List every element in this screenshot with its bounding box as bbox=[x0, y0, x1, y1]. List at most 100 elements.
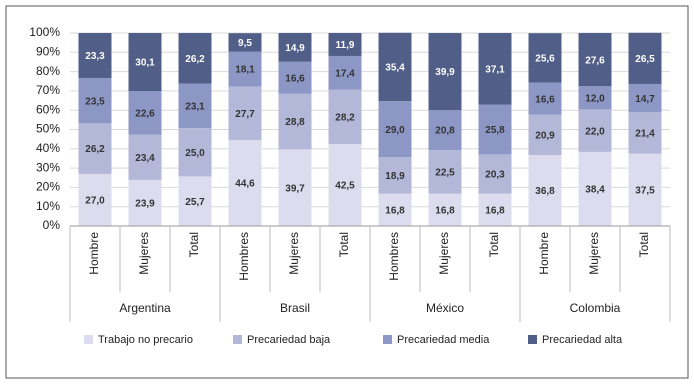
bar-segment bbox=[278, 149, 312, 226]
data-label: 18,9 bbox=[385, 171, 405, 182]
y-tick-label: 0% bbox=[43, 218, 61, 232]
data-label: 28,8 bbox=[285, 117, 305, 128]
group-label: Colombia bbox=[570, 301, 621, 315]
bar-segment bbox=[128, 179, 162, 226]
data-label: 16,8 bbox=[485, 205, 505, 216]
legend-label: Precariedad media bbox=[397, 334, 490, 346]
bar-segment bbox=[528, 33, 562, 83]
data-label: 39,9 bbox=[435, 67, 455, 78]
data-label: 12,0 bbox=[585, 93, 605, 104]
y-tick-label: 60% bbox=[36, 102, 60, 116]
data-label: 44,6 bbox=[235, 179, 255, 190]
data-label: 23,4 bbox=[135, 153, 155, 164]
data-label: 14,7 bbox=[635, 94, 655, 105]
data-label: 28,2 bbox=[335, 112, 355, 123]
data-label: 16,6 bbox=[285, 73, 305, 84]
bar-segment bbox=[228, 139, 262, 226]
y-tick-label: 20% bbox=[36, 180, 60, 194]
y-tick-label: 10% bbox=[36, 199, 60, 213]
bar-segment bbox=[528, 82, 562, 115]
bar-segment bbox=[78, 33, 112, 78]
x-tick-label: Total bbox=[337, 232, 351, 257]
bar-segment bbox=[278, 61, 312, 94]
bar-segment bbox=[478, 104, 512, 155]
data-label: 36,8 bbox=[535, 186, 555, 197]
bar-segment bbox=[78, 173, 112, 226]
bar-segment bbox=[278, 33, 312, 62]
x-tick-label: Mujeres bbox=[587, 232, 601, 275]
x-tick-label: Hombres bbox=[387, 232, 401, 281]
x-tick-label: Hombre bbox=[87, 232, 101, 275]
x-tick-label: Total bbox=[487, 232, 501, 257]
bar-segment bbox=[78, 123, 112, 174]
data-label: 16,8 bbox=[435, 205, 455, 216]
bar-segment bbox=[78, 77, 112, 124]
data-label: 39,7 bbox=[285, 183, 305, 194]
data-label: 26,2 bbox=[85, 144, 105, 155]
data-label: 23,3 bbox=[85, 51, 105, 62]
data-label: 17,4 bbox=[335, 68, 355, 79]
group-label: Brasil bbox=[280, 301, 310, 315]
bar-segment bbox=[628, 153, 662, 226]
bar-segment bbox=[378, 101, 412, 158]
data-label: 11,9 bbox=[336, 40, 355, 51]
bar-segment bbox=[228, 86, 262, 140]
bar-segment bbox=[328, 55, 362, 90]
bar-segment bbox=[578, 33, 612, 87]
y-tick-label: 90% bbox=[36, 44, 60, 58]
bar-segment bbox=[578, 109, 612, 152]
data-label: 22,6 bbox=[135, 109, 155, 120]
data-label: 23,1 bbox=[185, 101, 205, 112]
data-label: 25,6 bbox=[535, 54, 555, 65]
x-tick-label: Hombre bbox=[537, 232, 551, 275]
x-tick-label: Hombres bbox=[237, 232, 251, 281]
legend-swatch bbox=[383, 335, 392, 344]
bar-segment bbox=[178, 176, 212, 226]
bar-segment bbox=[428, 110, 462, 151]
bar-segment bbox=[128, 91, 162, 135]
x-tick-label: Mujeres bbox=[437, 232, 451, 275]
data-label: 37,1 bbox=[485, 64, 505, 75]
data-label: 25,0 bbox=[185, 148, 205, 159]
bar-segment bbox=[128, 33, 162, 92]
y-tick-label: 50% bbox=[36, 122, 60, 136]
bar-segment bbox=[478, 193, 512, 226]
bar-segment bbox=[528, 154, 562, 226]
bar-segment bbox=[428, 150, 462, 194]
bar-segment bbox=[478, 154, 512, 194]
legend-label: Trabajo no precario bbox=[98, 334, 193, 346]
data-label: 22,0 bbox=[585, 126, 605, 137]
y-tick-label: 30% bbox=[36, 160, 60, 174]
bar-segment bbox=[328, 33, 362, 56]
data-label: 30,1 bbox=[135, 58, 155, 69]
x-tick-label: Mujeres bbox=[137, 232, 151, 275]
y-tick-label: 80% bbox=[36, 64, 60, 78]
bar-segment bbox=[378, 32, 412, 102]
bar-segment bbox=[578, 86, 612, 110]
data-label: 23,5 bbox=[85, 96, 105, 107]
data-label: 16,8 bbox=[385, 205, 405, 216]
data-label: 9,5 bbox=[238, 38, 252, 49]
y-tick-label: 100% bbox=[29, 25, 60, 39]
data-label: 42,5 bbox=[335, 181, 355, 192]
bar-segment bbox=[628, 112, 662, 154]
bar-segment bbox=[378, 193, 412, 226]
bar-segment bbox=[178, 33, 212, 84]
legend-swatch bbox=[528, 335, 537, 344]
x-tick-label: Total bbox=[187, 232, 201, 257]
bar-segment bbox=[128, 134, 162, 180]
x-tick-label: Total bbox=[637, 232, 651, 257]
data-label: 16,6 bbox=[535, 94, 555, 105]
legend-label: Precariedad alta bbox=[542, 334, 623, 346]
bar-segment bbox=[228, 33, 262, 52]
y-tick-label: 70% bbox=[36, 83, 60, 97]
legend-swatch bbox=[233, 335, 242, 344]
bar-segment bbox=[328, 89, 362, 144]
bar-segment bbox=[628, 32, 662, 84]
y-tick-label: 40% bbox=[36, 141, 60, 155]
bar-segment bbox=[328, 143, 362, 226]
data-label: 22,5 bbox=[435, 168, 455, 179]
data-label: 18,1 bbox=[235, 65, 255, 76]
data-label: 20,8 bbox=[435, 126, 455, 137]
